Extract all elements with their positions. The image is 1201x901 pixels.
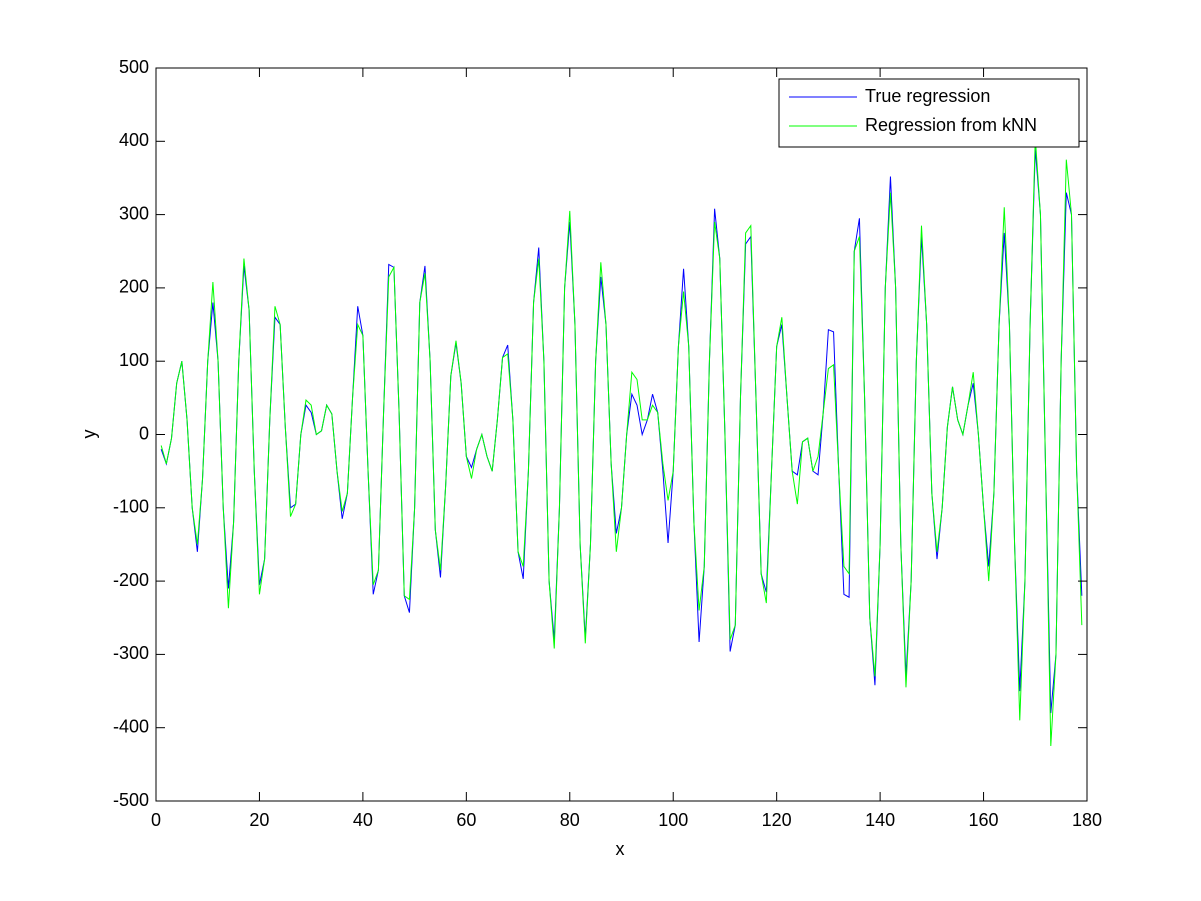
x-tick-label: 160 bbox=[969, 810, 999, 830]
y-axis-label: y bbox=[79, 430, 99, 439]
y-tick-label: 200 bbox=[119, 277, 149, 297]
x-axis-label: x bbox=[616, 839, 625, 859]
x-tick-label: 140 bbox=[865, 810, 895, 830]
x-tick-label: 80 bbox=[560, 810, 580, 830]
x-tick-label: 100 bbox=[658, 810, 688, 830]
legend-label: Regression from kNN bbox=[865, 115, 1037, 135]
line-series bbox=[160, 137, 1083, 747]
x-tick-label: 180 bbox=[1072, 810, 1102, 830]
y-tick-label: 100 bbox=[119, 350, 149, 370]
y-tick-label: -200 bbox=[113, 570, 149, 590]
legend-box bbox=[778, 78, 1080, 148]
legend-label: True regression bbox=[865, 86, 990, 106]
y-tick-label: -300 bbox=[113, 643, 149, 663]
y-tick-label: -100 bbox=[113, 497, 149, 517]
y-tick-label: 300 bbox=[119, 203, 149, 223]
x-tick-label: 40 bbox=[353, 810, 373, 830]
y-tick-label: 0 bbox=[139, 423, 149, 443]
y-tick-label: 400 bbox=[119, 130, 149, 150]
x-tick-label: 0 bbox=[151, 810, 161, 830]
y-tick-label: 500 bbox=[119, 57, 149, 77]
x-tick-label: 120 bbox=[762, 810, 792, 830]
x-tick-label: 60 bbox=[456, 810, 476, 830]
x-tick-label: 20 bbox=[249, 810, 269, 830]
y-tick-label: -500 bbox=[113, 790, 149, 810]
y-tick-label: -400 bbox=[113, 716, 149, 736]
